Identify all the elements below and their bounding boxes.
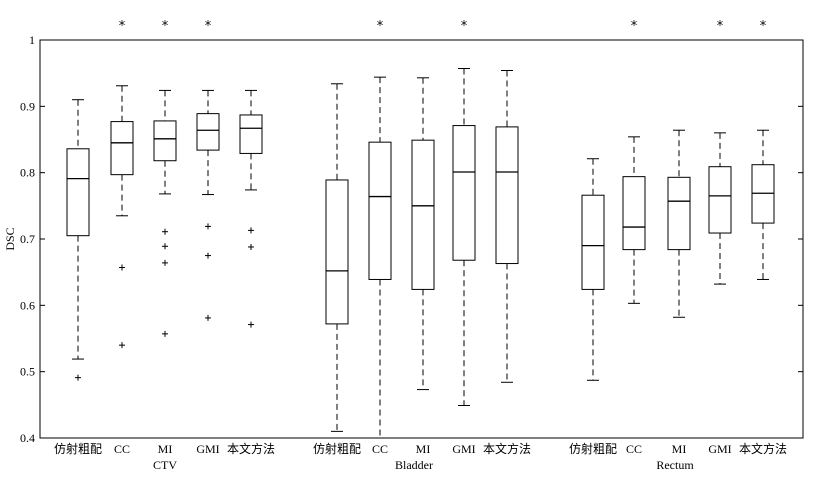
box-bladder-3: * — [452, 19, 476, 406]
significance-star: * — [760, 19, 767, 34]
iqr-box — [495, 126, 519, 265]
y-tick-label: 0.9 — [20, 99, 35, 113]
x-category-label: 仿射粗配 — [313, 441, 361, 456]
iqr-box — [622, 176, 646, 251]
outlier-point — [162, 330, 168, 337]
iqr-box — [667, 176, 691, 251]
x-category-label: GMI — [452, 442, 475, 456]
iqr-box — [239, 114, 263, 154]
box-rectum-2 — [667, 129, 691, 318]
y-axis: 0.4 0.5 0.6 0.7 0.8 0.9 1 — [20, 33, 803, 445]
box-rectum-3: * — [708, 19, 732, 285]
y-tick-label: 1 — [29, 33, 35, 47]
iqr-box — [452, 125, 476, 261]
iqr-box — [581, 194, 605, 290]
box-ctv-2: * — [153, 19, 177, 337]
box-ctv-4 — [239, 89, 263, 328]
iqr-box — [153, 120, 177, 162]
y-tick-label: 0.5 — [20, 365, 35, 379]
x-axis-labels: 仿射粗配 CC MI GMI 本文方法 CTV 仿射粗配 CC MI GMI 本文方法 Bladder… — [54, 441, 787, 472]
box-series: * * * * * * * * — [66, 19, 775, 439]
iqr-box — [325, 179, 349, 325]
x-category-label: CC — [372, 442, 388, 456]
x-category-label: MI — [158, 442, 173, 456]
y-tick-label: 0.4 — [20, 431, 35, 445]
box-ctv-0 — [66, 99, 90, 381]
outlier-point — [248, 243, 254, 250]
significance-star: * — [377, 19, 384, 34]
iqr-box — [411, 139, 435, 290]
plot-area — [39, 39, 804, 439]
box-bladder-1: * — [368, 19, 392, 439]
x-category-label: 本文方法 — [483, 441, 531, 456]
significance-star: * — [119, 19, 126, 34]
box-rectum-4: * — [751, 19, 775, 280]
x-category-label: GMI — [196, 442, 219, 456]
x-category-label: 本文方法 — [739, 441, 787, 456]
box-bladder-0 — [325, 83, 349, 432]
outlier-point — [248, 321, 254, 328]
significance-star: * — [162, 19, 169, 34]
outlier-point — [119, 342, 125, 349]
iqr-box — [708, 166, 732, 234]
x-category-label: CC — [626, 442, 642, 456]
iqr-box — [368, 141, 392, 280]
y-axis-label: DSC — [3, 227, 17, 250]
significance-star: * — [461, 19, 468, 34]
x-category-label: MI — [672, 442, 687, 456]
x-category-label: 仿射粗配 — [569, 441, 617, 456]
x-category-label: GMI — [708, 442, 731, 456]
x-group-label: CTV — [153, 458, 177, 472]
y-tick-label: 0.6 — [20, 298, 35, 312]
x-category-label: CC — [114, 442, 130, 456]
outlier-point — [205, 223, 211, 230]
box-bladder-2 — [411, 77, 435, 391]
outlier-point — [162, 228, 168, 235]
outlier-point — [162, 259, 168, 266]
y-tick-label: 0.7 — [20, 232, 35, 246]
outlier-point — [162, 243, 168, 250]
x-category-label: 本文方法 — [227, 441, 275, 456]
iqr-box — [66, 148, 90, 237]
iqr-box — [196, 113, 220, 151]
box-rectum-0 — [581, 158, 605, 381]
box-ctv-3: * — [196, 19, 220, 321]
outlier-point — [205, 252, 211, 259]
box-rectum-1: * — [622, 19, 646, 304]
x-category-label: MI — [416, 442, 431, 456]
x-category-label: 仿射粗配 — [54, 441, 102, 456]
significance-star: * — [205, 19, 212, 34]
x-group-label: Rectum — [656, 458, 694, 472]
outlier-point — [205, 314, 211, 321]
iqr-box — [751, 164, 775, 224]
outlier-point — [119, 264, 125, 271]
significance-star: * — [717, 19, 724, 34]
box-ctv-1: * — [110, 19, 134, 349]
outlier-point — [75, 374, 81, 381]
significance-star: * — [631, 19, 638, 34]
outlier-point — [248, 227, 254, 234]
y-tick-label: 0.8 — [20, 166, 35, 180]
iqr-box — [110, 121, 134, 176]
x-group-label: Bladder — [395, 458, 433, 472]
box-bladder-4 — [495, 70, 519, 383]
